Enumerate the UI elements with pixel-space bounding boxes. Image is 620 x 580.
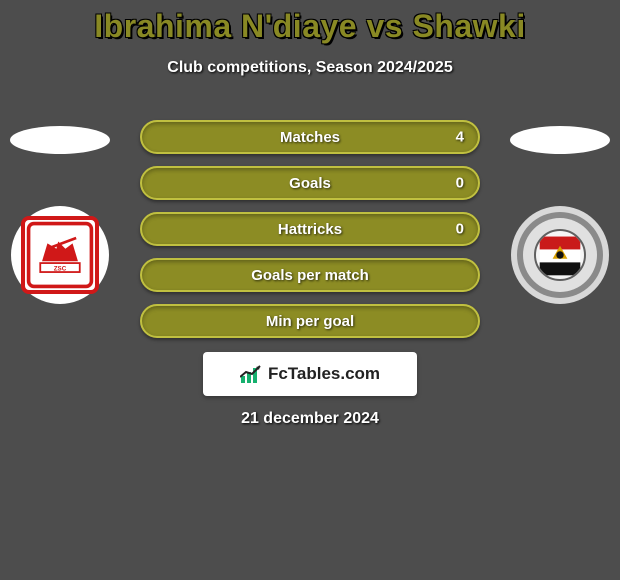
- brand-box: FcTables.com: [203, 352, 417, 396]
- club-badge-left: ZSC: [11, 206, 109, 304]
- player-right-panel: [510, 126, 610, 304]
- stat-label: Min per goal: [266, 313, 354, 330]
- stat-row-hattricks: Hattricks 0: [140, 212, 480, 246]
- svg-text:ZSC: ZSC: [54, 265, 67, 272]
- date-text: 21 december 2024: [0, 410, 620, 428]
- stat-right-value: 0: [456, 221, 464, 238]
- bar-chart-icon: [240, 364, 262, 384]
- brand-text: FcTables.com: [268, 364, 380, 384]
- zamalek-icon: ZSC: [21, 216, 99, 294]
- stat-label: Hattricks: [278, 221, 342, 238]
- player-left-panel: ZSC: [10, 126, 110, 304]
- tala-icon: [517, 212, 603, 298]
- stat-row-min-per-goal: Min per goal: [140, 304, 480, 338]
- stat-row-goals-per-match: Goals per match: [140, 258, 480, 292]
- subtitle: Club competitions, Season 2024/2025: [0, 59, 620, 77]
- player-left-photo-placeholder: [10, 126, 110, 154]
- stat-row-matches: Matches 4: [140, 120, 480, 154]
- stat-row-goals: Goals 0: [140, 166, 480, 200]
- stat-label: Goals per match: [251, 267, 369, 284]
- stat-label: Matches: [280, 129, 340, 146]
- player-right-photo-placeholder: [510, 126, 610, 154]
- stat-label: Goals: [289, 175, 331, 192]
- stat-right-value: 4: [456, 129, 464, 146]
- stat-right-value: 0: [456, 175, 464, 192]
- page-title: Ibrahima N'diaye vs Shawki: [0, 0, 620, 45]
- club-badge-right: [511, 206, 609, 304]
- stats-panel: Matches 4 Goals 0 Hattricks 0 Goals per …: [140, 120, 480, 350]
